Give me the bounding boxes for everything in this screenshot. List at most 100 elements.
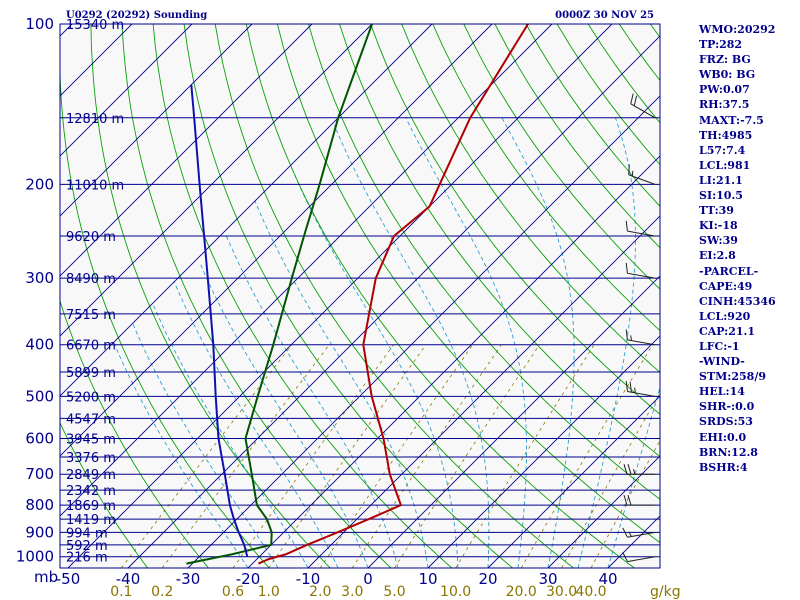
index-line: LFC:-1: [699, 339, 740, 353]
mixing-ratio-line: [590, 439, 660, 568]
parcel-trace: [190, 84, 249, 557]
pressure-tick-label: 100: [25, 15, 54, 33]
isotherms: [60, 24, 660, 568]
index-line: SW:39: [699, 234, 738, 248]
dry-adiabat: [214, 24, 574, 568]
isotherm-line: [307, 215, 660, 568]
index-line: BRN:12.8: [699, 445, 758, 459]
dry-adiabat: [152, 24, 453, 568]
isotherm-line: [60, 24, 493, 457]
dry-adiabat: [276, 24, 660, 544]
pressure-tick-label: 700: [25, 465, 54, 483]
mixing-ratio-label: 40.0: [575, 584, 606, 600]
height-label: 5899 m: [66, 366, 116, 381]
isotherm-line: [60, 24, 553, 517]
mixing-ratio-label: 1.0: [258, 584, 280, 600]
isotherm-line: [247, 155, 660, 568]
index-line: PW:0.07: [699, 83, 750, 97]
moist-adiabat: [132, 323, 279, 568]
isotherm-line: [60, 24, 373, 337]
pressure-unit: mb: [34, 568, 58, 586]
valid-time: 0000Z 30 NOV 25: [555, 10, 654, 21]
height-label: 4547 m: [66, 412, 116, 427]
index-line: CINH:45346: [699, 294, 776, 308]
isotherm-line: [60, 24, 433, 397]
isotherm-line: [427, 335, 660, 568]
isotherm-line: [60, 24, 193, 157]
moist-adiabat: [290, 166, 459, 568]
dry-adiabat: [183, 24, 513, 568]
isotherm-line: [67, 24, 613, 568]
wind-barb: [623, 494, 655, 506]
height-label: 2342 m: [66, 484, 116, 499]
height-label: 6670 m: [66, 339, 116, 354]
index-line: -WIND-: [699, 355, 745, 369]
pressure-tick-label: 500: [25, 387, 54, 405]
height-label: 994 m: [66, 526, 108, 541]
index-line: L57:7.4: [699, 143, 746, 157]
index-line: MAXT:-7.5: [699, 113, 764, 127]
index-line: EI:2.8: [699, 249, 736, 263]
wind-barb: [622, 527, 656, 538]
index-line: KI:-18: [699, 219, 738, 233]
height-label: 5200 m: [66, 390, 116, 405]
wind-barb: [630, 93, 656, 119]
height-label: 3376 m: [66, 451, 116, 466]
isotherm-line: [547, 455, 660, 568]
station-title: U0292 (20292) Sounding: [66, 10, 207, 21]
height-label: 12810 m: [66, 112, 124, 127]
index-line: LCL:981: [699, 158, 751, 172]
pressure-tick-label: 1000: [16, 548, 54, 566]
mixing-ratio-line: [268, 344, 427, 568]
mixing-ratio-label: 2.0: [309, 584, 331, 600]
mixing-ratio-label: 10.0: [440, 584, 471, 600]
index-line: WB0: BG: [699, 68, 756, 82]
temperature-tick-label: -50: [56, 570, 81, 588]
temperature-tick-label: 20: [478, 570, 497, 588]
temperature-tick-label: 10: [418, 570, 437, 588]
index-line: BSHR:4: [699, 460, 748, 474]
mixing-ratio-line: [351, 344, 502, 568]
index-line: EHI:0.0: [699, 430, 747, 444]
moist-adiabat: [199, 262, 369, 568]
height-label: 8490 m: [66, 272, 116, 287]
index-line: TT:39: [699, 204, 734, 218]
mixing-ratio-line: [520, 344, 653, 568]
plot-frame: [59, 23, 661, 569]
isotherm-line: [487, 395, 660, 568]
index-line: WMO:20292: [699, 23, 776, 36]
wind-barb: [625, 220, 656, 237]
height-label: 2849 m: [66, 468, 116, 483]
mixing-ratio-line: [319, 344, 473, 568]
index-line: SRDS:53: [699, 415, 753, 429]
wind-barb: [622, 552, 656, 563]
dry-adiabat: [494, 24, 660, 249]
index-line: RH:37.5: [699, 98, 750, 112]
temperature-tick-label: 30: [538, 570, 557, 588]
moist-adiabat: [114, 344, 249, 568]
isotherm-line: [127, 35, 660, 568]
mixing-ratio-line: [455, 344, 595, 568]
wind-barb: [625, 381, 656, 397]
height-label: 592 m: [66, 539, 108, 554]
mixing-ratio-line: [120, 344, 293, 568]
pressure-tick-label: 300: [25, 269, 54, 287]
index-line: CAP:21.1: [699, 324, 756, 338]
height-label: 1869 m: [66, 499, 116, 514]
mixing-ratio-line: [232, 344, 395, 568]
mixing-ratio-label: 3.0: [341, 584, 363, 600]
index-line: HEL:14: [699, 385, 745, 399]
dry-adiabat: [432, 24, 660, 332]
wind-barbs: [622, 24, 656, 563]
temperature-tick-label: -10: [296, 570, 321, 588]
temperature-tick-label: -20: [236, 570, 261, 588]
dry-adiabat: [60, 24, 270, 568]
temperature-tick-label: 0: [363, 570, 373, 588]
mixing-ratio-label: 0.6: [222, 584, 244, 600]
dry-adiabat: [90, 24, 331, 568]
dry-adiabat: [463, 24, 660, 290]
moist-adiabat: [254, 200, 429, 568]
height-label: 11010 m: [66, 178, 124, 193]
